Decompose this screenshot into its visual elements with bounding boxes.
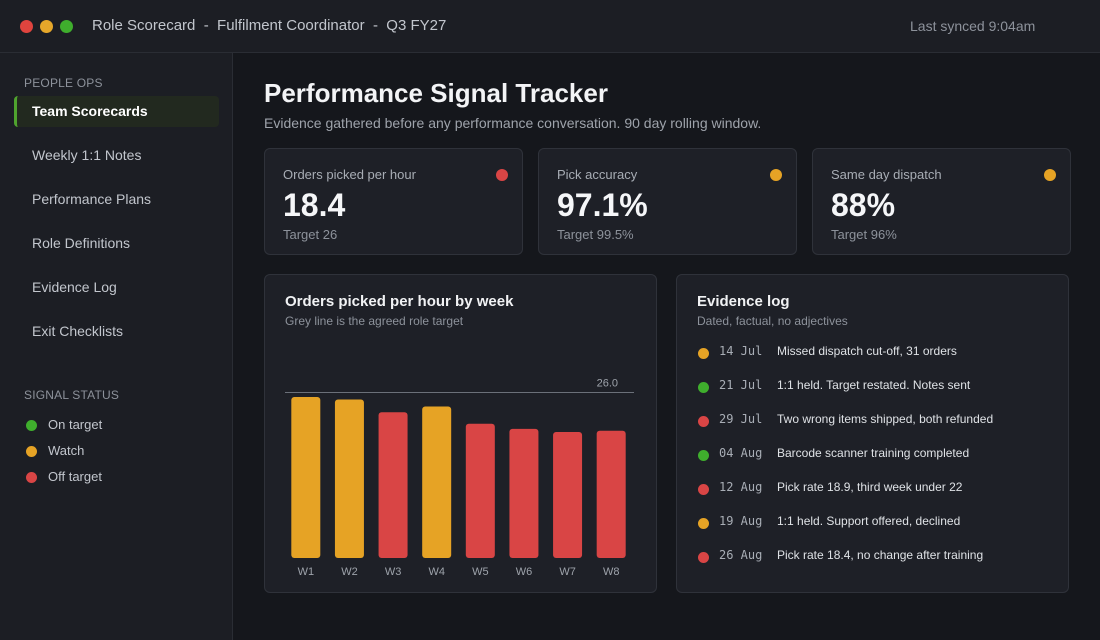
bar-chart: 26.0 W1 W2 W3 W4 W5 W6 W7 W8	[285, 378, 634, 578]
chart-bar[interactable]	[334, 399, 364, 558]
chart-bar[interactable]	[553, 432, 583, 558]
sidebar: PEOPLE OPS Team Scorecards Weekly 1:1 No…	[0, 53, 233, 640]
kpi-card-same-day-dispatch[interactable]: Same day dispatch 88% Target 96%	[812, 148, 1071, 255]
x-tick-label: W3	[385, 566, 402, 578]
evidence-text: Pick rate 18.4, no change after training	[777, 548, 984, 562]
sidebar-item-exit-checklists[interactable]: Exit Checklists	[32, 323, 124, 339]
status-dot-icon	[770, 169, 782, 181]
kpi-card-orders-per-hour[interactable]: Orders picked per hour 18.4 Target 26	[264, 148, 523, 255]
sidebar-item-team-scorecards[interactable]: Team Scorecards	[14, 96, 219, 127]
chart-title: Orders picked per hour by week	[285, 293, 514, 310]
status-dot-icon	[698, 382, 709, 393]
kpi-value: 97.1%	[557, 187, 648, 223]
chart-panel: Orders picked per hour by week Grey line…	[264, 274, 657, 593]
status-dot-icon	[26, 472, 37, 483]
target-line-label: 26.0	[597, 378, 618, 390]
x-tick-label: W6	[516, 566, 533, 578]
evidence-text: Two wrong items shipped, both refunded	[777, 412, 994, 426]
chart-bar[interactable]	[291, 397, 321, 558]
evidence-entry[interactable]: 04 Aug Barcode scanner training completed	[697, 445, 1057, 463]
last-synced-status: Last synced 9:04am	[910, 18, 1036, 34]
evidence-text: Missed dispatch cut-off, 31 orders	[777, 344, 957, 358]
x-tick-label: W2	[341, 566, 358, 578]
kpi-card-pick-accuracy[interactable]: Pick accuracy 97.1% Target 99.5%	[538, 148, 797, 255]
kpi-value: 18.4	[283, 187, 346, 223]
kpi-label: Pick accuracy	[557, 167, 638, 182]
status-dot-icon	[26, 446, 37, 457]
x-tick-label: W7	[559, 566, 576, 578]
evidence-date: 19 Aug	[719, 514, 763, 528]
evidence-date: 04 Aug	[719, 446, 763, 460]
evidence-text: 1:1 held. Support offered, declined	[777, 514, 961, 528]
evidence-entry[interactable]: 21 Jul 1:1 held. Target restated. Notes s…	[697, 377, 1057, 395]
status-dot-icon	[698, 552, 709, 563]
chart-bar[interactable]	[378, 412, 408, 558]
evidence-date: 14 Jul	[719, 344, 763, 358]
status-legend-label: Off target	[48, 469, 102, 484]
sidebar-item-performance-plans[interactable]: Performance Plans	[32, 191, 152, 207]
window-title: Role Scorecard - Fulfilment Coordinator …	[92, 17, 447, 34]
status-dot-icon	[698, 450, 709, 461]
kpi-value: 88%	[831, 187, 896, 223]
evidence-entry[interactable]: 12 Aug Pick rate 18.9, third week under 2…	[697, 479, 1057, 497]
x-tick-label: W1	[298, 566, 315, 578]
status-dot-icon	[698, 348, 709, 359]
status-legend-label: Watch	[48, 443, 85, 458]
chart-bar[interactable]	[465, 423, 495, 558]
evidence-entry[interactable]: 19 Aug 1:1 held. Support offered, decline…	[697, 513, 1057, 531]
evidence-panel: Evidence log Dated, factual, no adjectiv…	[676, 274, 1069, 593]
close-window-button[interactable]	[20, 20, 33, 33]
sidebar-item-weekly-notes[interactable]: Weekly 1:1 Notes	[32, 147, 142, 163]
page-subtitle: Evidence gathered before any performance…	[264, 115, 762, 131]
evidence-text: Barcode scanner training completed	[777, 446, 970, 460]
status-dot-icon	[1044, 169, 1056, 181]
title-bar: Role Scorecard - Fulfilment Coordinator …	[0, 0, 1100, 53]
evidence-date: 12 Aug	[719, 480, 763, 494]
evidence-entry[interactable]: 26 Aug Pick rate 18.4, no change after tr…	[697, 547, 1057, 565]
kpi-target: Target 99.5%	[557, 227, 634, 242]
status-dot-icon	[698, 484, 709, 495]
kpi-target: Target 26	[283, 227, 338, 242]
status-dot-icon	[698, 518, 709, 529]
page-title: Performance Signal Tracker	[264, 78, 608, 108]
x-tick-label: W5	[472, 566, 489, 578]
x-tick-label: W8	[603, 566, 620, 578]
minimize-window-button[interactable]	[40, 20, 53, 33]
signal-status-section-label: SIGNAL STATUS	[24, 388, 120, 402]
status-dot-icon	[496, 169, 508, 181]
evidence-date: 26 Aug	[719, 548, 763, 562]
kpi-label: Orders picked per hour	[283, 167, 416, 182]
sidebar-item-role-definitions[interactable]: Role Definitions	[32, 235, 131, 251]
chart-subtitle: Grey line is the agreed role target	[285, 314, 464, 328]
x-tick-label: W4	[428, 566, 445, 578]
sidebar-section-label: PEOPLE OPS	[24, 76, 103, 90]
status-dot-icon	[698, 416, 709, 427]
chart-bar[interactable]	[509, 428, 539, 558]
evidence-text: 1:1 held. Target restated. Notes sent	[777, 378, 971, 392]
sidebar-item-evidence-log[interactable]: Evidence Log	[32, 279, 117, 295]
evidence-date: 21 Jul	[719, 378, 763, 392]
kpi-target: Target 96%	[831, 227, 897, 242]
chart-bar[interactable]	[422, 406, 452, 558]
kpi-label: Same day dispatch	[831, 167, 942, 182]
evidence-subtitle: Dated, factual, no adjectives	[697, 314, 848, 328]
maximize-window-button[interactable]	[60, 20, 73, 33]
evidence-title: Evidence log	[697, 293, 790, 310]
evidence-date: 29 Jul	[719, 412, 763, 426]
evidence-entry[interactable]: 14 Jul Missed dispatch cut-off, 31 orders	[697, 343, 1057, 361]
chart-bar[interactable]	[596, 430, 626, 558]
evidence-entry[interactable]: 29 Jul Two wrong items shipped, both refu…	[697, 411, 1057, 429]
status-dot-icon	[26, 420, 37, 431]
evidence-text: Pick rate 18.9, third week under 22	[777, 480, 963, 494]
status-legend-label: On target	[48, 417, 103, 432]
